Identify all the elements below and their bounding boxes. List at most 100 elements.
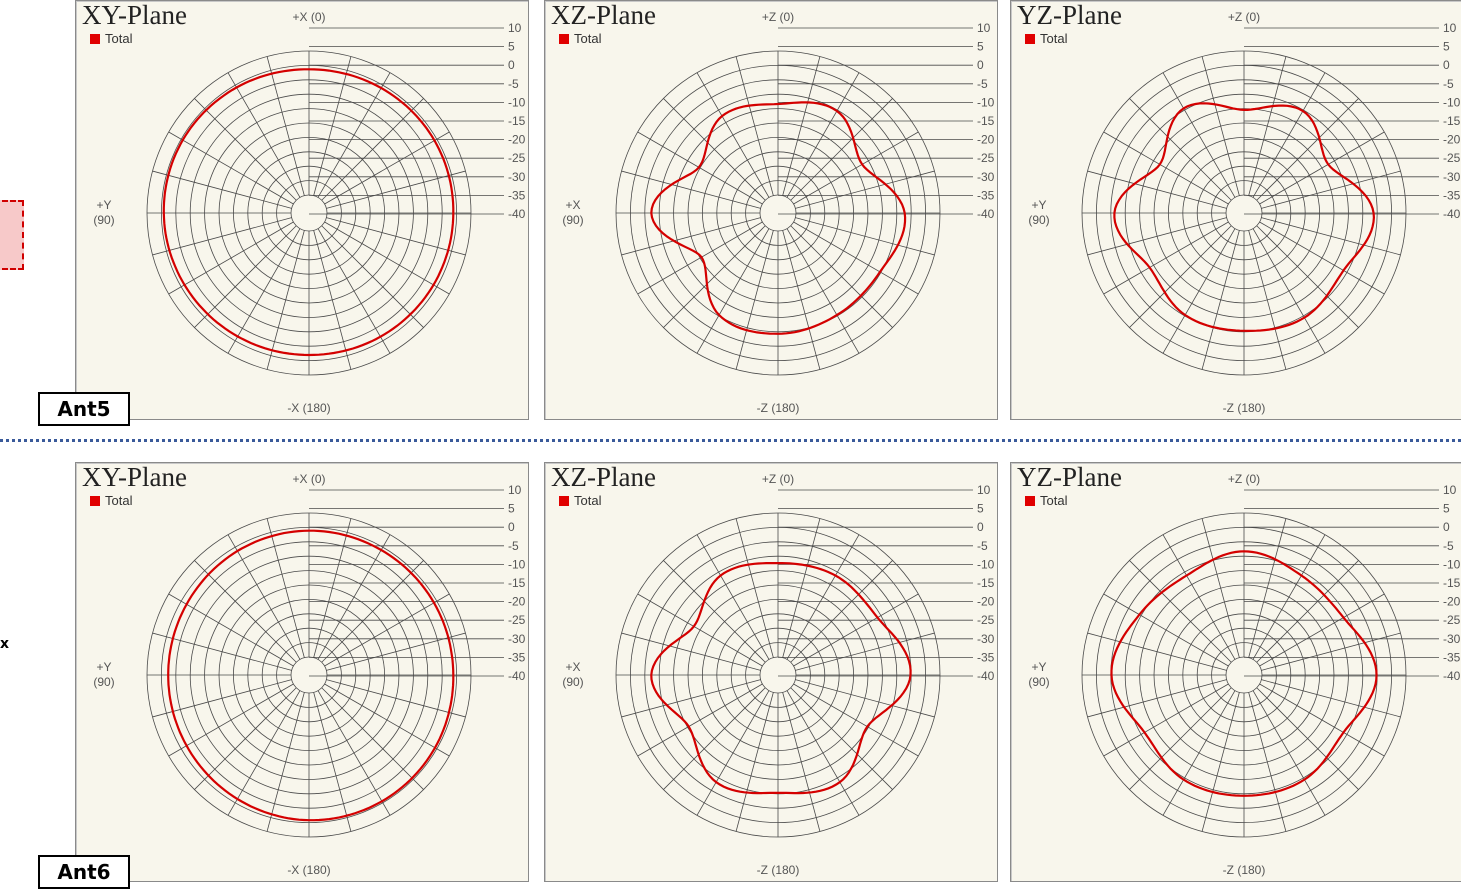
grid-spoke	[795, 679, 935, 718]
grid-spoke	[1252, 534, 1326, 660]
grid-spoke	[1129, 98, 1232, 201]
legend-label: Total	[574, 493, 602, 508]
grid-ring	[290, 656, 328, 694]
pattern-curve-total	[167, 529, 455, 822]
grid-spoke	[621, 217, 761, 256]
grid-spoke	[786, 690, 860, 816]
r-tick-label: -10	[977, 95, 995, 109]
chart-title: XY-Plane	[82, 0, 187, 30]
r-tick-label: -30	[977, 170, 995, 184]
pattern-curve-total	[1110, 550, 1378, 797]
chart-title: XY-Plane	[82, 462, 187, 492]
grid-spoke	[324, 221, 450, 295]
grid-spoke	[324, 683, 450, 757]
grid-spoke	[317, 534, 391, 660]
r-tick-label: -5	[1443, 539, 1454, 553]
grid-spoke	[313, 692, 352, 832]
r-tick-label: -5	[1443, 77, 1454, 91]
r-tick-label: 0	[977, 520, 984, 534]
r-tick-label: -5	[508, 77, 519, 91]
r-tick-label: -30	[1443, 632, 1461, 646]
grid-spoke	[790, 98, 893, 201]
r-tick-label: -25	[508, 613, 526, 627]
polar-panel: 10 5 0 -5 -10 -15 -20 -25 -30 -35 -40 +X (0) -X (180…	[75, 0, 529, 420]
grid-spoke	[793, 683, 919, 757]
grid-spoke	[790, 560, 893, 663]
grid-spoke	[1162, 228, 1236, 354]
grid-spoke	[1103, 221, 1229, 295]
r-tick-label: -10	[1443, 557, 1461, 571]
axis-label-left: (90)	[1028, 675, 1049, 689]
grid-ring	[1225, 656, 1263, 694]
grid-spoke	[795, 170, 935, 209]
axis-label-bottom: -Z (180)	[1223, 401, 1266, 415]
legend-swatch	[90, 495, 100, 506]
r-tick-label: -35	[977, 188, 995, 202]
r-tick-label: -35	[977, 650, 995, 664]
pattern-curve-total	[650, 101, 907, 335]
r-tick-label: -10	[508, 557, 526, 571]
chart-title: XZ-Plane	[551, 0, 656, 30]
r-tick-label: -20	[508, 595, 526, 609]
grid-spoke	[663, 560, 766, 663]
polar-panel: 10 5 0 -5 -10 -15 -20 -25 -30 -35 -40 +Z (0) -Z (180…	[1010, 0, 1461, 420]
grid-spoke	[321, 687, 424, 790]
r-tick-label: -20	[1443, 133, 1461, 147]
polar-panel: 10 5 0 -5 -10 -15 -20 -25 -30 -35 -40 +X (0) -X (180…	[75, 462, 529, 882]
grid-spoke	[152, 632, 292, 671]
r-tick-label: -5	[508, 539, 519, 553]
r-tick-label: 5	[1443, 502, 1450, 516]
axis-label-left: +X	[565, 660, 580, 674]
grid-spoke	[663, 687, 766, 790]
r-tick-label: 0	[508, 58, 515, 72]
grid-spoke	[1087, 679, 1227, 718]
pattern-curve-total	[650, 561, 912, 795]
grid-spoke	[321, 560, 424, 663]
r-tick-label: -10	[508, 95, 526, 109]
r-tick-label: -20	[977, 133, 995, 147]
r-tick-label: 5	[508, 502, 515, 516]
r-tick-label: -15	[508, 114, 526, 128]
grid-spoke	[795, 217, 935, 256]
grid-spoke	[621, 170, 761, 209]
pattern-curve-total	[162, 68, 455, 357]
grid-spoke	[1248, 56, 1287, 196]
r-tick-label: -5	[977, 77, 988, 91]
pattern-curve-total	[1113, 102, 1376, 333]
legend-swatch	[1025, 33, 1035, 44]
grid-spoke	[1201, 230, 1240, 370]
grid-spoke	[1087, 170, 1227, 209]
grid-spoke	[227, 72, 301, 198]
grid-spoke	[1261, 679, 1401, 718]
grid-spoke	[782, 692, 821, 832]
r-tick-label: -15	[977, 114, 995, 128]
grid-spoke	[795, 632, 935, 671]
antenna-label: Ant6	[38, 855, 130, 889]
r-tick-label: -5	[977, 539, 988, 553]
axis-label-left: +X	[565, 198, 580, 212]
legend: Total	[90, 493, 132, 508]
axis-label-left: (90)	[1028, 213, 1049, 227]
grid-spoke	[621, 632, 761, 671]
axis-label-left: (90)	[93, 675, 114, 689]
polar-chart: 10 5 0 -5 -10 -15 -20 -25 -30 -35 -40 +Z (0) -Z (180…	[1028, 472, 1461, 877]
axis-label-left: +Y	[96, 198, 111, 212]
grid-spoke	[663, 98, 766, 201]
axis-label-top: +Z (0)	[1228, 472, 1260, 486]
grid-ring	[759, 656, 797, 694]
grid-spoke	[1162, 72, 1236, 198]
grid-spoke	[194, 560, 297, 663]
grid-ring	[290, 194, 328, 232]
grid-spoke	[637, 131, 763, 205]
r-tick-label: -40	[1443, 207, 1461, 221]
axis-label-left: +Y	[1031, 660, 1046, 674]
grid-spoke	[317, 690, 391, 816]
grid-spoke	[621, 679, 761, 718]
grid-spoke	[637, 683, 763, 757]
r-tick-label: -20	[977, 595, 995, 609]
legend-swatch	[559, 33, 569, 44]
r-tick-label: -40	[508, 207, 526, 221]
polar-chart: 10 5 0 -5 -10 -15 -20 -25 -30 -35 -40 +X (0) -X (180…	[93, 472, 526, 877]
axis-label-left: (90)	[93, 213, 114, 227]
grid-spoke	[1259, 683, 1385, 757]
